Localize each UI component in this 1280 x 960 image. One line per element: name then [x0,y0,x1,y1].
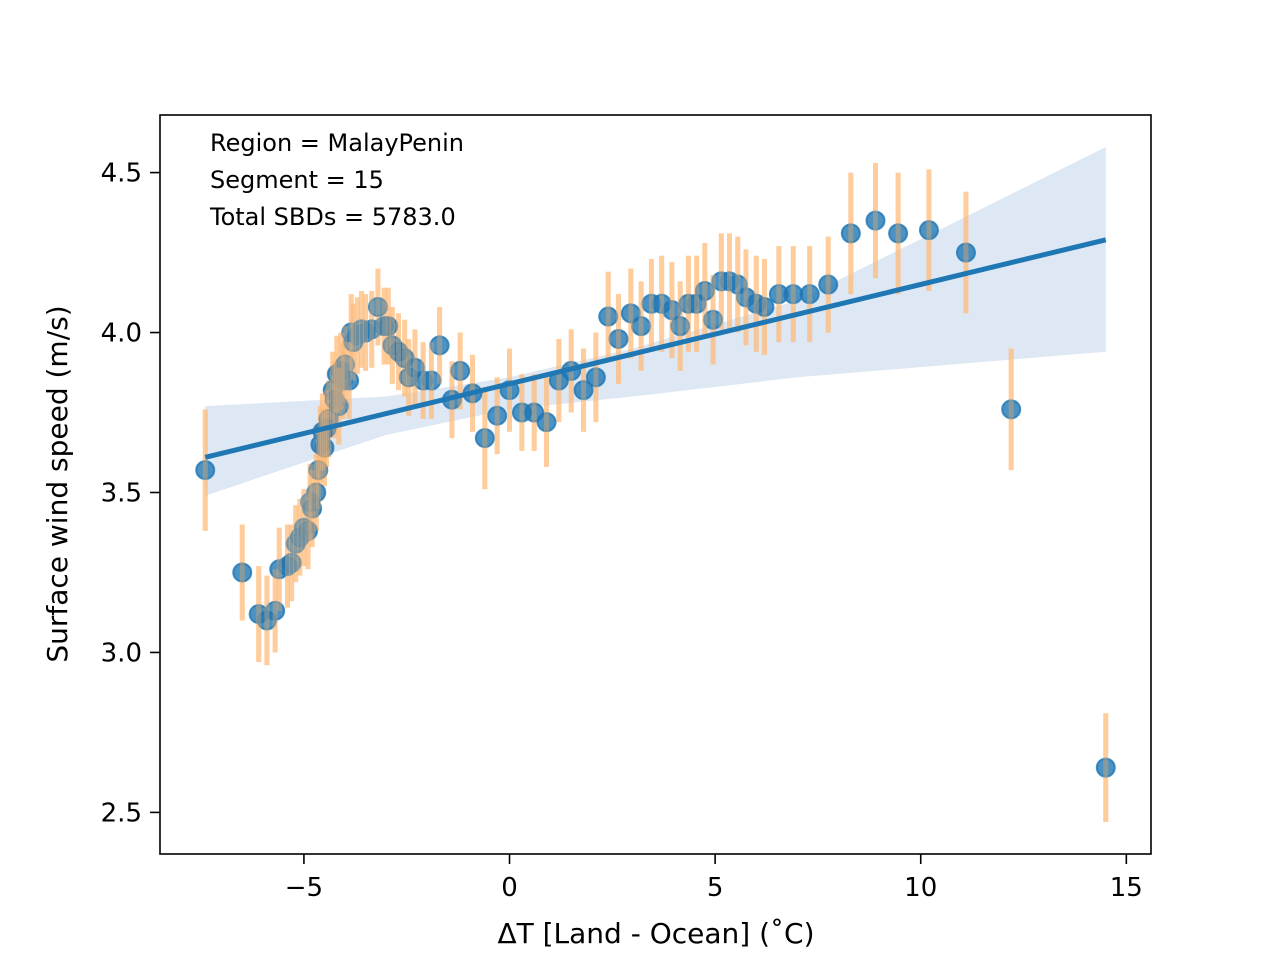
data-point [670,316,691,337]
data-point [339,370,360,391]
annotation-total-sbds: Total SBDs = 5783.0 [209,203,456,231]
data-point [536,412,557,433]
annotation-region: Region = MalayPenin [210,129,464,157]
data-point [265,600,286,621]
data-point [888,223,909,244]
y-tick-label: 3.5 [101,478,142,508]
data-point [1001,399,1022,420]
data-point [585,367,606,388]
y-tick-label: 3.0 [101,638,142,668]
data-point [818,274,839,295]
y-tick-label: 4.0 [101,319,142,349]
data-point [232,562,253,583]
data-point [754,296,775,317]
data-point [694,280,715,301]
regression-line [204,237,1107,460]
x-axis-ticks: −5 0 5 10 15 [285,854,1143,903]
annotation-segment: Segment = 15 [210,166,384,194]
x-axis-label: ΔT [Land - Ocean] (˚C) [497,917,814,950]
data-point [421,370,442,391]
data-point [840,223,861,244]
points-group [195,162,1116,823]
data-point [487,405,508,426]
axes-frame [159,114,1152,855]
data-point [429,335,450,356]
data-point [608,328,629,349]
data-point [799,284,820,305]
data-point [306,482,327,503]
data-point [450,360,471,381]
x-tick-label: 5 [707,873,724,903]
x-tick-label: 10 [904,873,937,903]
data-point [1095,757,1116,778]
data-point [865,210,886,231]
data-point [367,296,388,317]
data-point [573,380,594,401]
y-axis-label: Surface wind speed (m/s) [41,305,74,662]
plot-area [195,147,1116,823]
data-point [298,520,319,541]
data-point [308,460,329,481]
x-tick-label: 15 [1110,873,1143,903]
y-tick-label: 4.5 [101,159,142,189]
data-point [314,437,335,458]
data-point [598,306,619,327]
data-point [918,220,939,241]
data-point [195,460,216,481]
data-point [474,428,495,449]
data-point [378,316,399,337]
x-tick-label: 0 [501,873,518,903]
y-axis-ticks: 2.5 3.0 3.5 4.0 4.5 [101,159,160,828]
data-point [631,316,652,337]
data-point [955,242,976,263]
data-point [281,552,302,573]
x-tick-label: −5 [285,873,323,903]
data-point [328,396,349,417]
y-tick-label: 2.5 [101,798,142,828]
data-point [620,303,641,324]
data-point [703,309,724,330]
